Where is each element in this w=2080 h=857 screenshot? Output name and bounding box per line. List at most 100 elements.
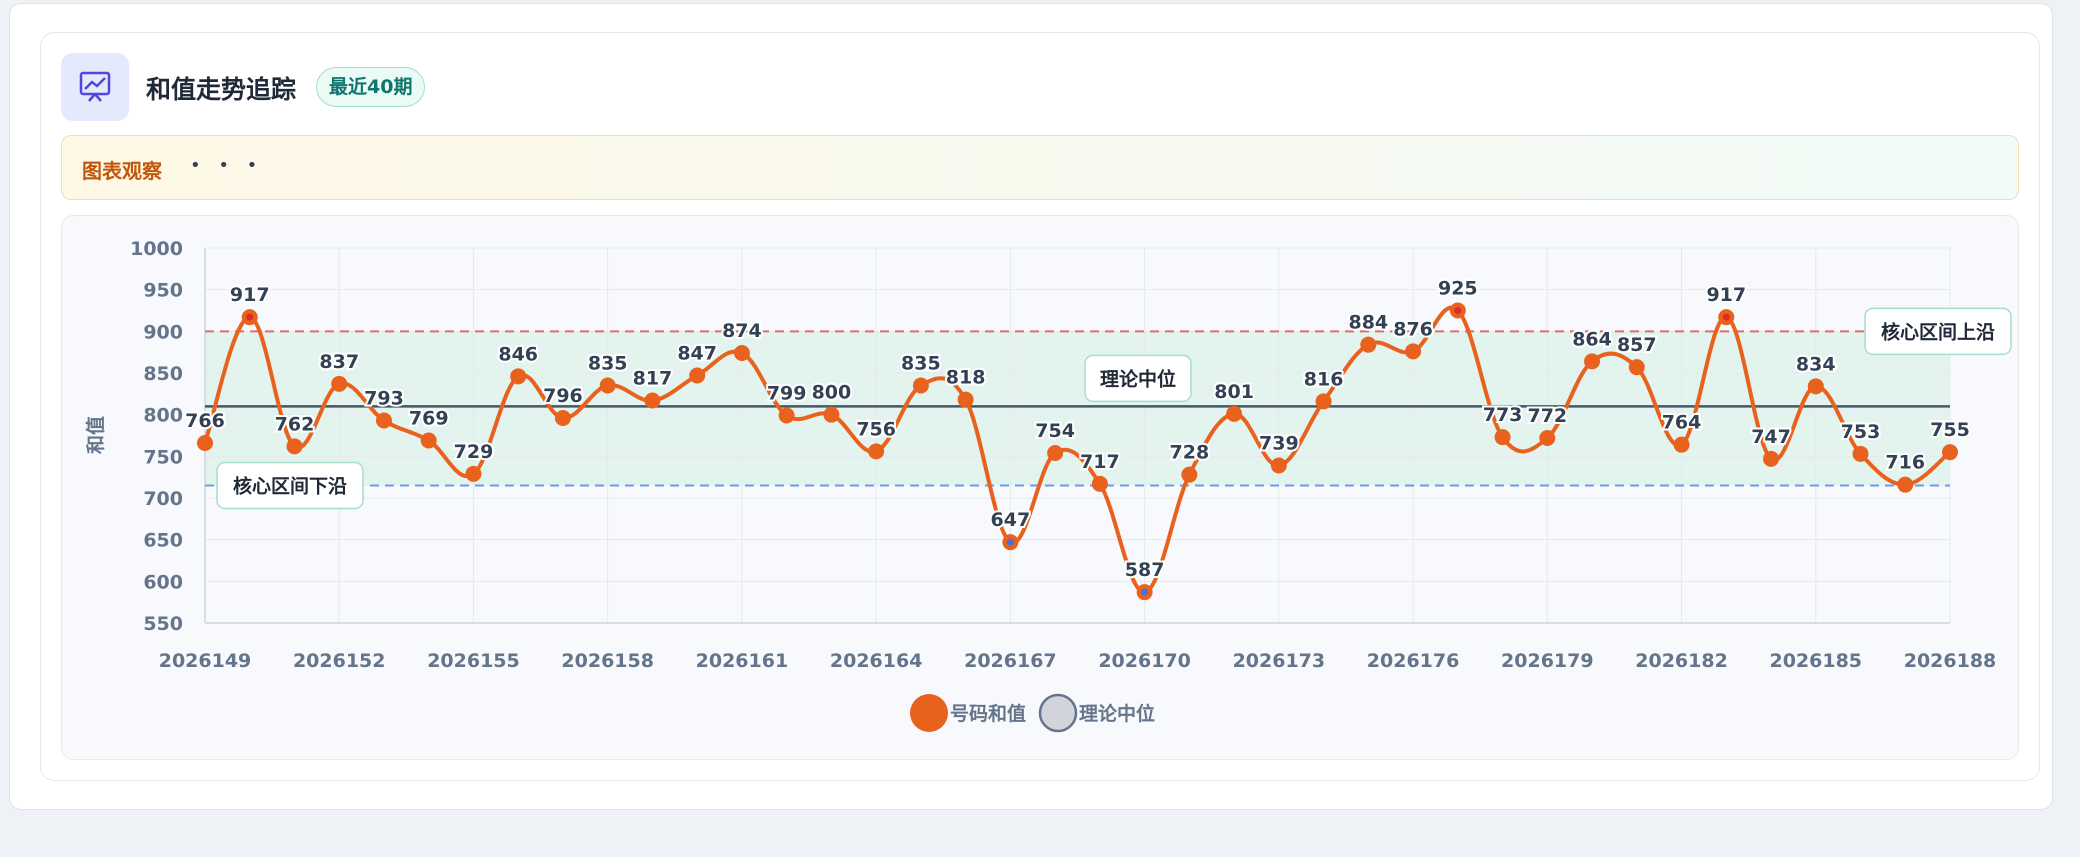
data-point [823, 406, 840, 423]
value-label: 728 [1170, 442, 1210, 464]
x-tick-label: 2026170 [1098, 650, 1191, 672]
data-point [1360, 336, 1377, 353]
data-point [1181, 466, 1198, 483]
value-label: 764 [1662, 412, 1702, 434]
data-point [1405, 343, 1422, 360]
data-point [868, 443, 885, 460]
y-tick-label: 1000 [130, 238, 183, 260]
value-label: 647 [991, 509, 1031, 531]
value-label: 796 [543, 385, 583, 407]
x-tick-label: 2026149 [159, 650, 252, 672]
legend-marker [910, 694, 948, 732]
y-tick-label: 900 [143, 321, 183, 343]
value-label: 925 [1438, 278, 1478, 300]
value-label: 716 [1885, 452, 1925, 474]
value-label: 835 [588, 353, 628, 375]
notice-bar [61, 135, 2019, 200]
x-tick-label: 2026164 [830, 650, 923, 672]
reference-label: 核心区间上沿 [1881, 320, 1995, 343]
x-tick-label: 2026182 [1635, 650, 1728, 672]
value-label: 756 [856, 418, 896, 440]
data-point [1539, 430, 1556, 446]
point-center [1454, 307, 1462, 314]
value-label: 801 [1214, 381, 1254, 403]
value-label: 917 [1706, 284, 1746, 306]
data-point [1226, 405, 1243, 422]
reference-label-box [1864, 307, 2012, 356]
value-label: 846 [498, 343, 538, 365]
data-point [1270, 457, 1287, 474]
point-center [1006, 538, 1014, 546]
value-label: 773 [1483, 404, 1523, 426]
x-tick-label: 2026158 [561, 650, 654, 672]
x-tick-label: 2026152 [293, 650, 386, 672]
value-label: 834 [1796, 353, 1836, 375]
data-point [1897, 476, 1914, 493]
value-label: 729 [454, 441, 494, 463]
core-band [205, 331, 1950, 486]
value-label: 847 [677, 343, 717, 365]
value-label: 717 [1080, 451, 1120, 473]
data-point [1807, 378, 1824, 395]
x-tick-label: 2026161 [696, 650, 789, 672]
icon-svg [79, 71, 111, 102]
x-tick-label: 2026176 [1367, 650, 1460, 672]
x-tick-label: 2026188 [1904, 650, 1997, 672]
value-label: 762 [275, 413, 315, 435]
data-point [375, 412, 392, 429]
legend-label: 号码和值 [950, 702, 1026, 725]
x-tick-label: 2026185 [1769, 650, 1862, 672]
x-tick-label: 2026173 [1233, 650, 1326, 672]
value-label: 739 [1259, 433, 1299, 455]
value-label: 818 [946, 367, 986, 389]
data-point [778, 407, 795, 424]
value-label: 799 [767, 383, 807, 405]
data-point [1047, 445, 1064, 461]
chart-panel: 550 600 650 700 750 800 850 900 950 1000 2026149 20… [61, 215, 2019, 760]
data-point [465, 465, 482, 482]
value-label: 754 [1035, 420, 1075, 442]
data-point [554, 410, 571, 426]
data-point [1584, 353, 1601, 370]
legend-label: 理论中位 [1079, 702, 1155, 725]
x-tick-label: 2026167 [964, 650, 1057, 672]
y-tick-label: 700 [143, 488, 183, 510]
data-point [599, 377, 616, 394]
notice-label: 图表观察 [82, 159, 162, 183]
x-tick-label: 2026179 [1501, 650, 1594, 672]
point-center [246, 313, 254, 321]
value-label: 800 [812, 382, 852, 404]
y-tick-label: 600 [143, 571, 183, 593]
data-point [733, 345, 750, 361]
value-label: 874 [722, 320, 762, 342]
notice-more[interactable]: • • • [190, 155, 264, 176]
value-label: 753 [1841, 421, 1881, 443]
point-center [1141, 588, 1149, 596]
data-point [510, 368, 527, 385]
value-label: 876 [1393, 318, 1433, 340]
value-label: 772 [1527, 405, 1567, 427]
chart-icon [61, 53, 129, 121]
value-label: 917 [230, 284, 270, 306]
data-point [1763, 450, 1780, 467]
data-point [1315, 393, 1332, 410]
data-point [1091, 475, 1108, 492]
data-point [286, 438, 303, 455]
x-tick-label: 2026155 [427, 650, 520, 672]
value-label: 864 [1572, 328, 1612, 350]
value-label: 766 [185, 410, 225, 432]
value-label: 835 [901, 353, 941, 375]
data-point [912, 377, 929, 394]
reference-label-box [1084, 354, 1192, 403]
y-tick-label: 800 [143, 405, 183, 427]
title: 和值走势追踪 [146, 75, 297, 104]
value-label: 884 [1348, 312, 1388, 334]
value-label: 817 [633, 368, 673, 390]
y-tick-label: 850 [143, 363, 183, 385]
reference-label: 理论中位 [1100, 367, 1176, 390]
reference-label: 核心区间下沿 [233, 475, 347, 498]
chart: 550 600 650 700 750 800 850 900 950 1000 2026149 20… [84, 238, 2012, 733]
y-tick-label: 550 [143, 613, 183, 635]
data-point [1628, 359, 1645, 376]
data-point [689, 367, 706, 384]
